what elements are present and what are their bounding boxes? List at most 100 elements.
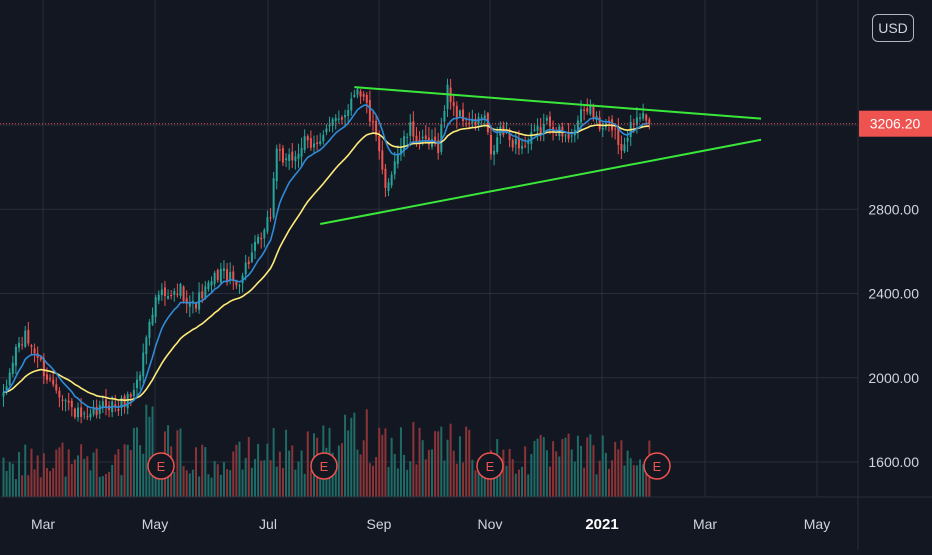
candle-body bbox=[247, 261, 250, 265]
volume-bar bbox=[576, 435, 579, 497]
volume-bar bbox=[250, 467, 253, 497]
candle-body bbox=[151, 314, 154, 325]
volume-bar bbox=[285, 429, 288, 497]
volume-bar bbox=[514, 473, 517, 497]
candle-body bbox=[173, 291, 176, 295]
candle-body bbox=[89, 413, 92, 418]
fast-moving-average-line bbox=[3, 104, 650, 411]
candle bbox=[260, 232, 263, 249]
candle-body bbox=[393, 161, 396, 175]
candle bbox=[278, 143, 281, 162]
currency-button[interactable]: USD bbox=[872, 14, 914, 42]
candle-body bbox=[493, 150, 496, 155]
volume-bar bbox=[499, 467, 502, 497]
candle bbox=[132, 382, 135, 400]
candle bbox=[207, 280, 210, 292]
candle bbox=[334, 114, 337, 130]
candle bbox=[39, 356, 42, 362]
candle bbox=[536, 118, 539, 141]
candle-body bbox=[483, 115, 486, 119]
candle-body bbox=[24, 330, 27, 347]
volume-bar bbox=[468, 429, 471, 497]
candle bbox=[412, 111, 415, 142]
earnings-marker-circle bbox=[643, 452, 671, 480]
candle-body bbox=[316, 142, 319, 145]
candle-body bbox=[362, 93, 365, 97]
candle bbox=[576, 115, 579, 140]
candle-body bbox=[52, 379, 55, 385]
candle bbox=[167, 289, 170, 300]
candle-body bbox=[278, 149, 281, 151]
earnings-marker[interactable]: E bbox=[147, 452, 175, 480]
volume-bar bbox=[5, 470, 8, 497]
lower-trendline[interactable] bbox=[320, 138, 762, 225]
candle-body bbox=[496, 137, 499, 153]
price-tick-label: 2800.00 bbox=[868, 201, 919, 217]
earnings-marker[interactable]: E bbox=[310, 452, 338, 480]
candle bbox=[598, 110, 601, 132]
candle-body bbox=[55, 384, 58, 391]
volume-bar bbox=[639, 459, 642, 497]
volume-bar bbox=[266, 443, 269, 497]
volume-bar bbox=[145, 404, 148, 497]
candle bbox=[176, 283, 179, 298]
candle-body bbox=[157, 294, 160, 301]
volume-bar bbox=[390, 437, 393, 497]
candle bbox=[247, 256, 250, 269]
volume-bar bbox=[412, 422, 415, 497]
candle bbox=[399, 138, 402, 161]
earnings-marker[interactable]: E bbox=[643, 452, 671, 480]
last-price-tag-bg bbox=[859, 110, 932, 137]
candle bbox=[322, 130, 325, 145]
candle-body bbox=[319, 141, 322, 145]
candle bbox=[73, 407, 76, 420]
candle bbox=[297, 143, 300, 168]
candle bbox=[384, 163, 387, 197]
candle-body bbox=[291, 151, 294, 161]
candle-body bbox=[33, 348, 36, 354]
volume-bar bbox=[11, 463, 14, 497]
candle-body bbox=[396, 154, 399, 164]
volume-bar bbox=[415, 464, 418, 497]
candle-body bbox=[210, 281, 213, 286]
candle-body bbox=[331, 119, 334, 126]
earnings-marker[interactable]: E bbox=[476, 452, 504, 480]
volume-bar bbox=[232, 451, 235, 497]
candle bbox=[11, 355, 14, 378]
volume-bar bbox=[629, 458, 632, 497]
candle-body bbox=[219, 268, 222, 283]
volume-bar bbox=[151, 406, 154, 497]
volume-bar bbox=[139, 445, 142, 497]
candle-body bbox=[452, 101, 455, 107]
volume-bar bbox=[375, 457, 378, 497]
candle-body bbox=[170, 295, 173, 297]
candle bbox=[548, 111, 551, 135]
candle-body bbox=[306, 136, 309, 141]
volume-bar bbox=[132, 427, 135, 497]
candle bbox=[493, 144, 496, 166]
volume-bar bbox=[573, 461, 576, 497]
volume-bar bbox=[486, 469, 489, 497]
candle-body bbox=[5, 386, 8, 391]
candle bbox=[291, 143, 294, 168]
volume-bar bbox=[421, 440, 424, 497]
earnings-marker-label: E bbox=[486, 459, 495, 474]
upper-trendline[interactable] bbox=[354, 86, 762, 120]
candle-body bbox=[281, 148, 284, 163]
volume-bar bbox=[120, 475, 123, 497]
volume-bar bbox=[129, 450, 132, 497]
volume-bar bbox=[92, 452, 95, 497]
candle-body bbox=[489, 134, 492, 155]
candle-body bbox=[446, 84, 449, 110]
volume-bar bbox=[511, 459, 514, 497]
time-axis[interactable]: Mar May Jul Sep Nov 2021 Mar May bbox=[31, 516, 830, 533]
volume-bar bbox=[362, 440, 365, 497]
candle bbox=[530, 124, 533, 151]
volume-bar bbox=[384, 428, 387, 497]
candle bbox=[642, 103, 645, 121]
candle-body bbox=[104, 399, 107, 408]
candle bbox=[524, 136, 527, 149]
candle-body bbox=[101, 401, 104, 408]
